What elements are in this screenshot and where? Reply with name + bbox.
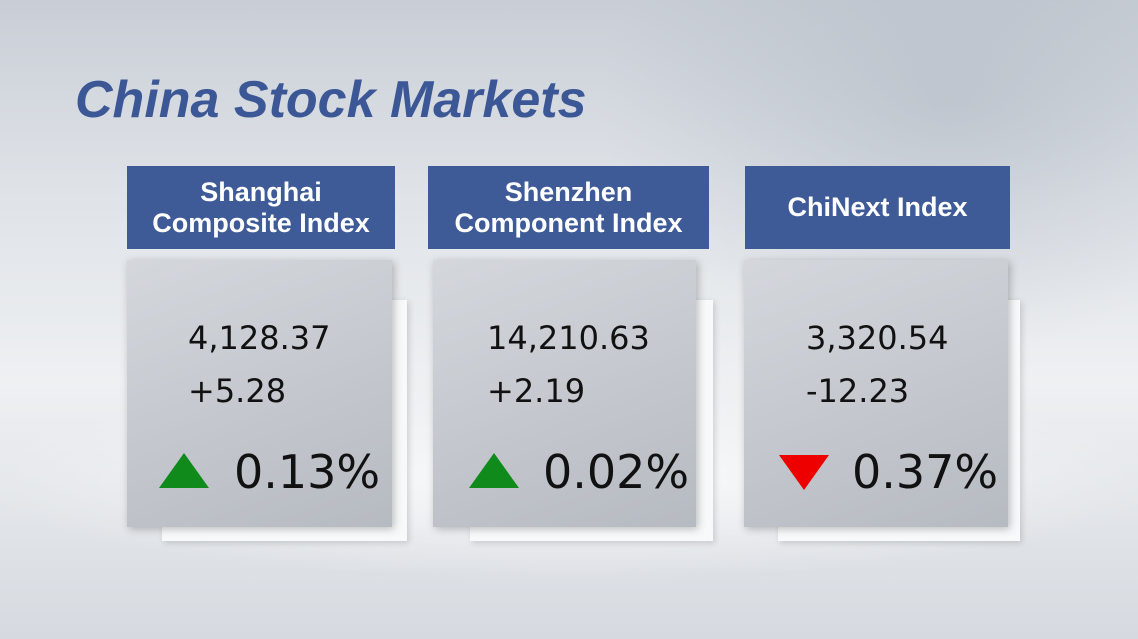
index-name-line2: Component Index [454,207,683,238]
index-value: 4,128.37 [188,319,331,357]
page-title: China Stock Markets [75,71,587,129]
index-name-line1: Shenzhen [504,176,633,207]
index-percent: 0.02% [543,445,690,499]
index-percent: 0.13% [234,445,381,499]
index-name: Shenzhen Component Index [428,166,709,249]
index-change: -12.23 [806,372,910,410]
triangle-up-icon [159,453,209,488]
index-value: 3,320.54 [806,319,949,357]
index-change: +2.19 [487,372,586,410]
index-name: Shanghai Composite Index [127,166,395,249]
index-name-line1: Shanghai [200,176,322,207]
index-change: +5.28 [188,372,287,410]
index-name-line1: ChiNext Index [787,192,968,222]
index-name-line2: Composite Index [152,207,370,238]
triangle-down-icon [779,455,829,490]
index-percent: 0.37% [852,445,999,499]
triangle-up-icon [469,453,519,488]
index-name: ChiNext Index [745,166,1010,249]
index-value: 14,210.63 [487,319,650,357]
